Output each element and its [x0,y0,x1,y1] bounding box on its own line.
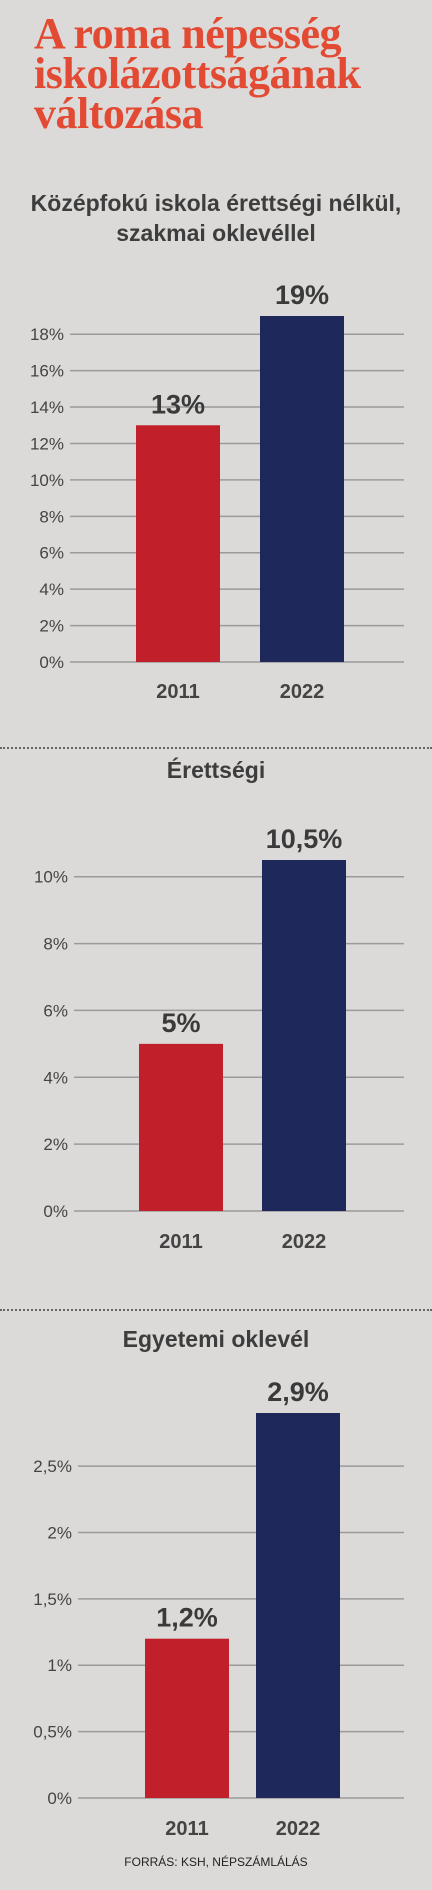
data-label: 1,2% [156,1603,218,1633]
x-tick-label: 2022 [276,1818,321,1840]
section-divider [0,1309,432,1311]
x-tick-label: 2022 [280,681,325,703]
x-tick-label: 2011 [159,1231,202,1253]
y-tick-label: 6% [39,544,64,563]
data-label: 2,9% [267,1377,329,1407]
y-tick-label: 0% [39,653,64,672]
chart-title: Érettségi [166,757,266,783]
data-label: 10,5% [266,824,343,854]
data-label: 13% [151,389,205,419]
chart-title: Egyetemi oklevél [122,1326,310,1352]
y-tick-label: 6% [43,1001,68,1020]
bar-2022 [262,860,346,1211]
bar-chart-matura: 0% 2% 4% 6% 8% 10% 5% 2011 10,5% 2022 [34,824,404,1253]
y-tick-label: 8% [43,935,68,954]
bar-2011 [139,1043,223,1211]
y-tick-label: 4% [43,1068,68,1087]
section-divider [0,747,432,749]
y-tick-label: 12% [30,434,64,453]
x-tick-label: 2022 [282,1231,327,1253]
y-tick-label: 1% [47,1656,72,1675]
source-note: FORRÁS: KSH, NÉPSZÁMLÁLÁS [124,1855,308,1869]
y-tick-label: 2% [47,1523,72,1542]
y-tick-label: 10% [34,868,68,887]
y-tick-label: 2% [43,1135,68,1154]
bar-chart-university: 0% 0,5% 1% 1,5% 2% 2,5% 1,2% 2011 2,9% 2022 [33,1377,404,1840]
y-tick-label: 16% [30,362,64,381]
y-tick-label: 1,5% [33,1590,72,1609]
bar-2022 [260,316,344,662]
y-tick-label: 0% [43,1202,68,1221]
y-tick-label: 0,5% [33,1723,72,1742]
bar-2022 [256,1413,340,1798]
data-label: 5% [161,1008,200,1038]
y-tick-label: 14% [30,398,64,417]
chart-title: Középfokú iskola érettségi nélkül, szakm… [30,190,402,246]
y-tick-label: 18% [30,325,64,344]
data-label: 19% [275,280,329,310]
y-tick-label: 4% [39,580,64,599]
bar-chart-vocational: 0% 2% 4% 6% 8% 10% 12% 14% 16% 18% 13% 2011 19% 2022 [30,280,404,703]
x-tick-label: 2011 [165,1818,208,1840]
bar-2011 [145,1638,229,1798]
page-title: A roma népesség iskolázottságának változ… [34,9,361,138]
y-tick-label: 2% [39,617,64,636]
y-tick-label: 0% [47,1789,72,1808]
x-tick-label: 2011 [156,681,199,703]
y-tick-label: 8% [39,507,64,526]
y-tick-label: 10% [30,471,64,490]
y-tick-label: 2,5% [33,1457,72,1476]
bar-2011 [136,425,220,662]
